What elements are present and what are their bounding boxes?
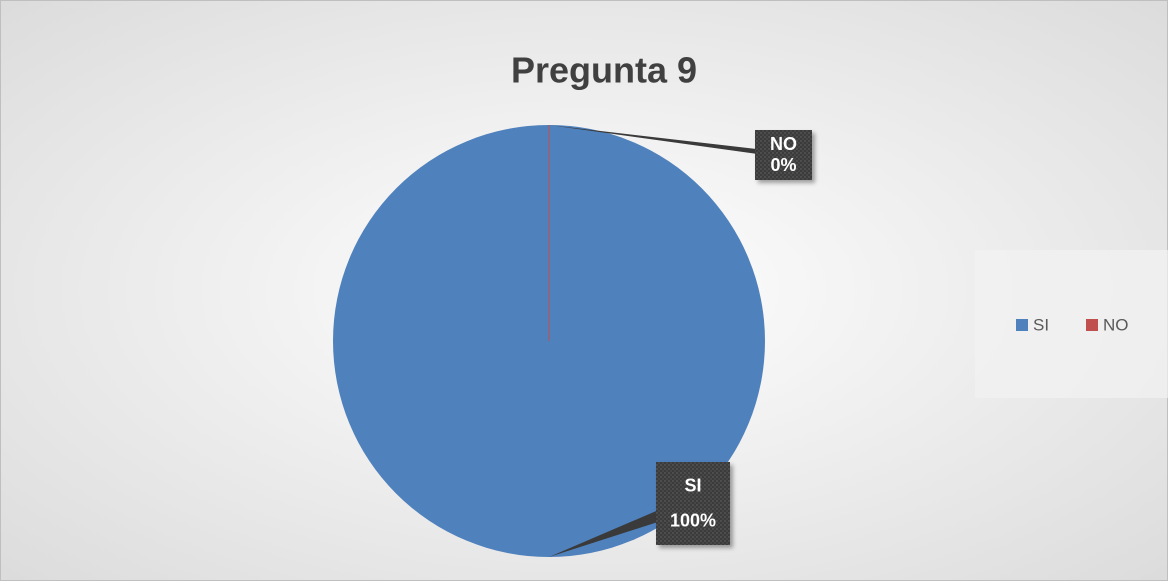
- data-label-value: 0%: [770, 155, 796, 175]
- data-label-box: [656, 462, 730, 545]
- legend-swatch: [1086, 319, 1098, 331]
- chart-title: Pregunta 9: [511, 50, 697, 91]
- leader-line: [549, 125, 794, 159]
- legend-swatch: [1016, 319, 1028, 331]
- data-label-category: NO: [770, 134, 797, 154]
- legend-label: SI: [1033, 315, 1049, 334]
- data-label-value: 100%: [670, 511, 716, 531]
- data-label-box: [755, 130, 812, 180]
- legend-background: [975, 250, 1168, 398]
- data-label-category: SI: [684, 476, 701, 496]
- legend-label: NO: [1103, 315, 1129, 334]
